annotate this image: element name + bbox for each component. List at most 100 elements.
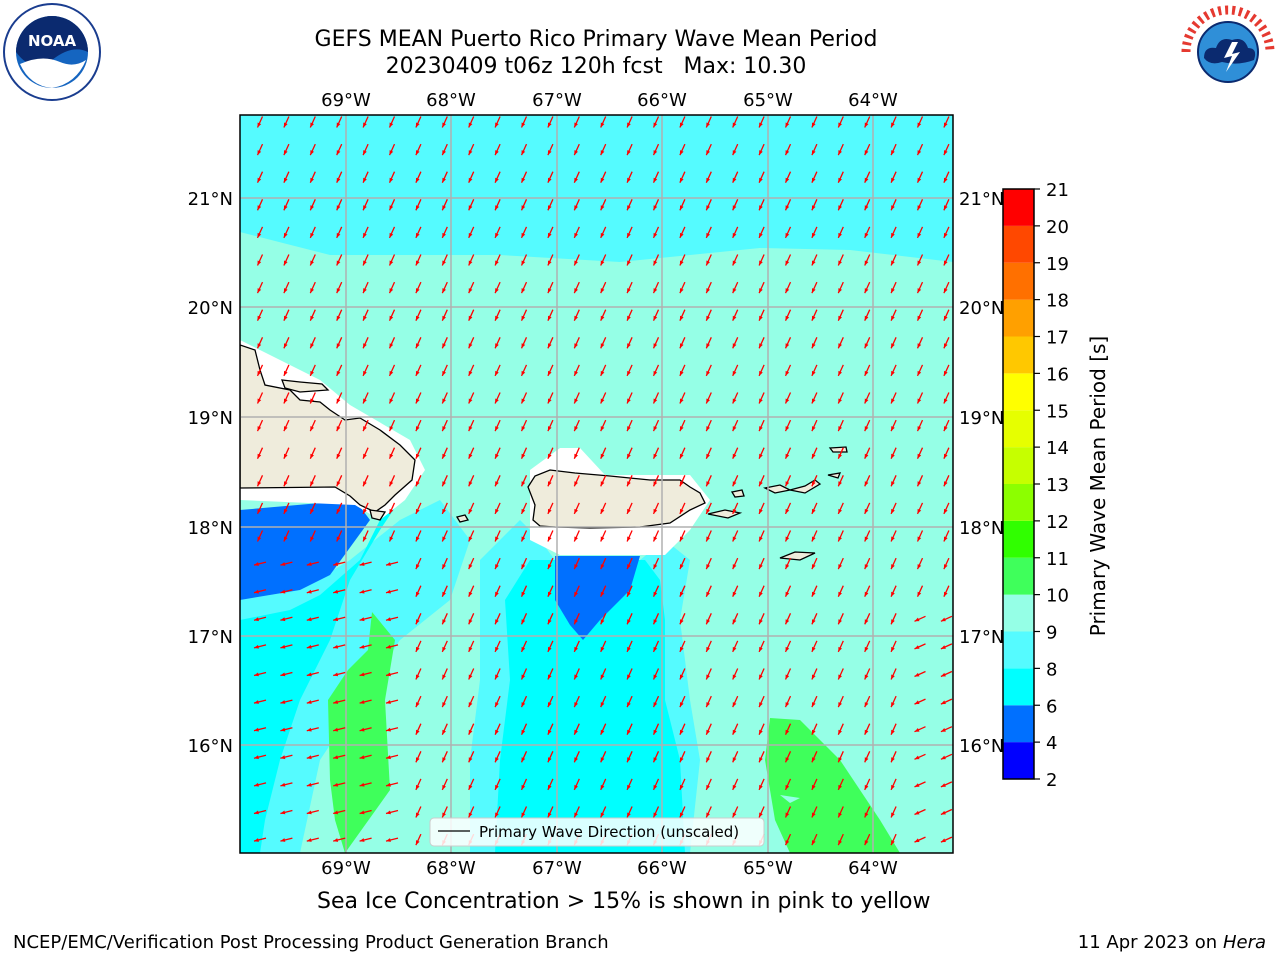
arrow-head [679,260,684,266]
arrow-head [838,481,842,487]
arrow-head [706,260,710,266]
arrow-head [891,674,895,680]
arrow-head [811,398,816,404]
lat-labels-left: 21°N20°N19°N18°N17°N16°N [188,189,233,757]
arrow-head [600,177,605,183]
direction-arrow [679,254,686,266]
direction-arrow [652,419,660,432]
direction-arrow [890,695,897,708]
direction-arrow [256,199,264,211]
arrow-head [838,370,842,376]
arrow-head [706,784,710,790]
direction-arrow [679,778,686,791]
arrow-head [359,838,365,842]
direction-arrow [916,199,924,211]
direction-arrow [362,116,369,128]
direction-arrow [837,281,844,294]
direction-arrow [336,226,343,239]
arrow-head [283,315,288,321]
arrow-head [838,315,842,321]
direction-arrow [732,751,739,763]
direction-arrow [784,833,792,846]
direction-arrow [573,226,580,239]
arrow-head [574,177,578,183]
arrow-head [521,398,526,404]
arrow-head [468,288,473,294]
direction-arrow [679,751,686,763]
arrow-head [333,782,339,787]
arrow-head [785,453,790,459]
arrow-head [336,481,341,487]
direction-arrow [837,557,844,570]
arrow-head [442,370,446,376]
direction-arrow [385,561,399,566]
arrow-head [943,177,948,183]
direction-arrow [494,309,501,321]
arrow-head [547,619,552,625]
colorbar-bin [1003,668,1034,706]
arrow-head [653,232,658,238]
direction-arrow [600,723,607,735]
arrow-head [442,398,446,404]
arrow-head [254,672,259,677]
direction-arrow [811,171,818,183]
graticule [240,115,953,853]
direction-arrow [864,613,871,625]
arrow-head [653,260,658,266]
direction-arrow [837,833,844,846]
arrow-head [891,370,895,376]
direction-arrow [732,668,739,680]
arrow-head [468,177,473,183]
arrow-head [943,564,948,570]
direction-arrow [732,778,739,791]
direction-arrow [943,309,950,321]
arrow-head [917,122,922,128]
arrow-head [359,700,365,704]
direction-arrow [306,782,319,787]
direction-arrow [336,337,343,349]
direction-arrow [784,364,792,377]
direction-arrow [441,337,448,349]
direction-arrow [890,199,897,211]
direction-arrow [811,557,818,570]
arrow-head [547,757,552,763]
colorbar-tick-label: 13 [1046,475,1069,496]
arrow-head [653,591,658,597]
direction-arrow [758,502,765,515]
anegada-island [828,446,848,453]
arrow-head [679,702,684,708]
direction-arrow [388,171,396,183]
direction-arrow [784,171,792,183]
arrow-head [521,150,526,156]
direction-arrow [679,419,686,432]
arrow-head [442,757,446,763]
direction-arrow [280,644,293,649]
lon-label: 67°W [532,858,582,879]
arrow-head [917,260,922,266]
direction-arrow [811,116,818,128]
direction-arrow [468,475,475,487]
lat-label: 18°N [188,518,233,539]
direction-arrow [705,309,712,321]
direction-arrow [547,502,554,515]
arrow-head [706,343,710,349]
direction-arrow [283,226,290,239]
direction-arrow [309,309,316,321]
arrow-head [415,370,420,376]
arrow-head [442,591,446,597]
arrow-head [785,702,790,708]
direction-arrow [333,671,346,677]
direction-arrow [864,833,871,846]
arrow-head [679,315,684,321]
arrow-head [785,426,790,432]
direction-arrow [573,116,580,128]
direction-arrow [679,640,686,653]
direction-arrow [705,695,712,708]
arrow-head [785,177,790,183]
direction-arrow [441,530,448,542]
arrow-head [627,591,631,597]
arrow-head [864,646,869,652]
direction-arrow [415,392,422,404]
arrow-head [679,343,684,349]
